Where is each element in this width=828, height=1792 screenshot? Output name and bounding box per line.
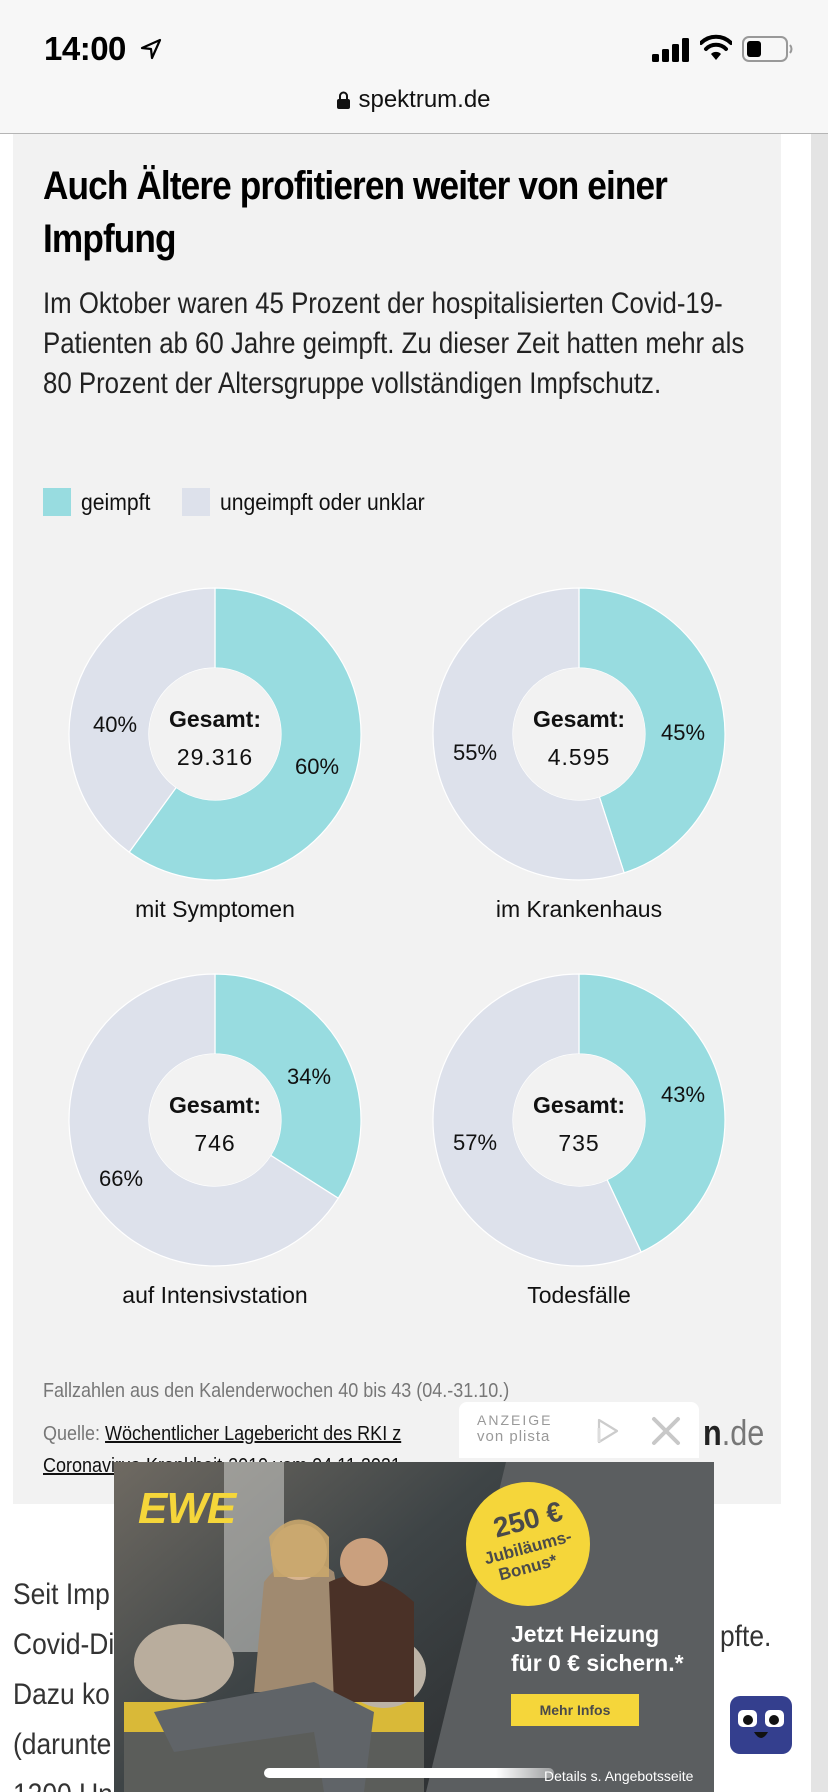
brand-suffix: .de bbox=[721, 1412, 765, 1453]
slice-label-geimpft: 34% bbox=[287, 1064, 332, 1089]
ad-banner[interactable]: EWE 250 € Jubiläums- Bonus* Jetzt Heizun… bbox=[114, 1462, 714, 1792]
article-body: Seit Imp Covid-Di Dazu ko (darunte 1200 … bbox=[13, 1570, 114, 1792]
slice-label-ungeimpft: 40% bbox=[93, 712, 138, 737]
ad-provider: von plista bbox=[477, 1428, 551, 1445]
legend-swatch-geimpft bbox=[43, 488, 71, 516]
mascot-chat-button[interactable] bbox=[730, 1696, 792, 1754]
article-line: (darunte bbox=[13, 1728, 112, 1761]
article-line-tail: pfte. bbox=[720, 1620, 772, 1653]
address-bar[interactable]: spektrum.de bbox=[0, 86, 828, 114]
donut-category: auf Intensivstation bbox=[122, 1282, 308, 1308]
donut-center-total: 735 bbox=[558, 1130, 600, 1156]
donut-chart-im-krankenhaus: Gesamt: 4.595 45% 55% im Krankenhaus bbox=[429, 584, 729, 944]
chart-legend: geimpft ungeimpft oder unklar bbox=[43, 486, 469, 518]
slice-label-geimpft: 45% bbox=[661, 720, 706, 745]
donut-category: mit Symptomen bbox=[135, 896, 295, 922]
battery-icon bbox=[742, 36, 793, 62]
ad-bonus-bubble: 250 € Jubiläums- Bonus* bbox=[466, 1482, 590, 1606]
url-domain: spektrum.de bbox=[358, 86, 491, 113]
donut-center-total: 746 bbox=[194, 1130, 236, 1156]
donut-svg bbox=[68, 973, 362, 1267]
ad-brand-logo: EWE bbox=[138, 1484, 236, 1533]
lock-icon bbox=[337, 91, 351, 109]
wifi-icon bbox=[700, 34, 732, 60]
legend-label-geimpft: geimpft bbox=[81, 488, 151, 515]
donut-svg bbox=[68, 587, 362, 881]
ad-headline-line: für 0 € sichern.* bbox=[511, 1650, 684, 1676]
location-arrow-icon bbox=[140, 38, 162, 60]
home-indicator bbox=[264, 1768, 554, 1778]
donut-center-total: 4.595 bbox=[547, 744, 611, 770]
donut-hole bbox=[513, 1054, 645, 1186]
article-line: Covid-Di bbox=[13, 1628, 115, 1661]
donut-hole bbox=[149, 668, 281, 800]
source-prefix: Quelle: bbox=[43, 1423, 101, 1445]
donut-category: Todesfälle bbox=[527, 1282, 631, 1308]
article-line: Seit Imp bbox=[13, 1578, 110, 1611]
donut-hole bbox=[513, 668, 645, 800]
slice-label-geimpft: 43% bbox=[661, 1082, 706, 1107]
slice-label-ungeimpft: 66% bbox=[99, 1166, 144, 1191]
graphic-title: Auch Ältere profitieren weiter von einer… bbox=[43, 164, 668, 261]
article-line: 1200 Un bbox=[13, 1770, 114, 1792]
ad-label: ANZEIGE bbox=[477, 1412, 553, 1428]
donut-category: im Krankenhaus bbox=[495, 896, 663, 922]
cellular-signal-icon bbox=[652, 38, 689, 62]
infographic-box: Auch Ältere profitieren weiter von einer… bbox=[13, 134, 781, 1504]
article-line: Dazu ko bbox=[13, 1678, 110, 1711]
ad-headline: Jetzt Heizung für 0 € sichern.* bbox=[511, 1620, 684, 1678]
page-scroll-track bbox=[811, 134, 828, 1792]
mascot-face-icon bbox=[738, 1710, 784, 1738]
brand-bold: n bbox=[703, 1412, 722, 1453]
donut-center-title: Gesamt: bbox=[168, 706, 262, 732]
ad-headline-line: Jetzt Heizung bbox=[511, 1621, 660, 1647]
slice-label-ungeimpft: 57% bbox=[453, 1130, 498, 1155]
slice-label-geimpft: 60% bbox=[295, 754, 340, 779]
ad-info-icon[interactable] bbox=[595, 1418, 621, 1444]
donut-svg bbox=[432, 587, 726, 881]
graphic-note: Fallzahlen aus den Kalenderwochen 40 bis… bbox=[43, 1380, 510, 1402]
ad-header: ANZEIGE von plista bbox=[459, 1402, 699, 1458]
donut-svg bbox=[432, 973, 726, 1267]
graphic-subtitle: Im Oktober waren 45 Prozent der hospital… bbox=[43, 287, 745, 400]
ad-photo bbox=[114, 1462, 506, 1792]
donut-center-total: 29.316 bbox=[176, 744, 254, 770]
legend-swatch-ungeimpft bbox=[182, 488, 211, 516]
donut-chart-todesfaelle: Gesamt: 735 43% 57% Todesfälle bbox=[429, 970, 729, 1330]
slice-label-ungeimpft: 55% bbox=[453, 740, 498, 765]
browser-top-bar: 14:00 spektrum.de bbox=[0, 0, 828, 134]
ad-details: Details s. Angebotsseite bbox=[544, 1768, 694, 1784]
donut-chart-auf-intensivstation: Gesamt: 746 34% 66% auf Intensivstation bbox=[65, 970, 365, 1330]
source-link[interactable]: Wöchentlicher Lagebericht des RKI z bbox=[105, 1423, 402, 1445]
status-time: 14:00 bbox=[44, 30, 126, 67]
donut-center-title: Gesamt: bbox=[168, 1092, 262, 1118]
donut-chart-mit-symptomen: Gesamt: 29.316 60% 40% mit Symptomen bbox=[65, 584, 365, 944]
donut-center-title: Gesamt: bbox=[532, 1092, 626, 1118]
ad-close-icon[interactable] bbox=[651, 1416, 681, 1446]
legend-label-ungeimpft: ungeimpft oder unklar bbox=[220, 488, 426, 515]
graphic-brand: n.de bbox=[703, 1412, 764, 1454]
ad-more-info-button[interactable]: Mehr Infos bbox=[511, 1694, 639, 1726]
donut-center-title: Gesamt: bbox=[532, 706, 626, 732]
donut-hole bbox=[149, 1054, 281, 1186]
